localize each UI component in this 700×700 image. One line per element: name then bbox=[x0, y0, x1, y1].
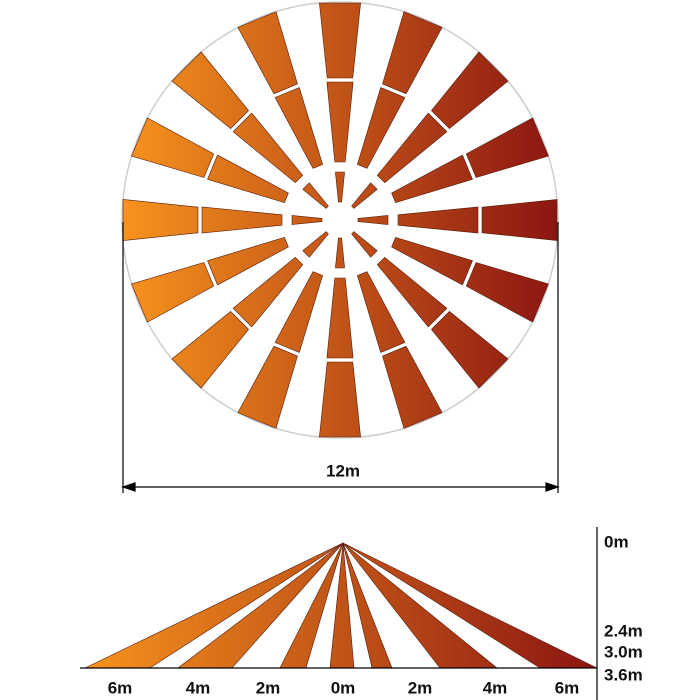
beam-segment bbox=[382, 345, 443, 429]
beam-segment bbox=[351, 182, 378, 209]
beam-segment bbox=[326, 277, 354, 359]
beam-segment bbox=[207, 154, 289, 203]
beam-segment bbox=[201, 206, 283, 234]
beam-segment bbox=[319, 2, 361, 79]
beam-segment bbox=[430, 51, 509, 130]
distance-label: 4m bbox=[186, 678, 211, 697]
beam-segment bbox=[131, 117, 215, 178]
beam-segment bbox=[237, 345, 298, 429]
height-label: 0m bbox=[604, 532, 629, 551]
beam-segment bbox=[274, 87, 323, 169]
beam-segment bbox=[481, 199, 558, 241]
side-labels: 6m 4m 2m 0m 2m 4m 6m 0m 2.4m 3.0m 3.6m bbox=[108, 532, 643, 697]
dimension bbox=[121, 222, 560, 493]
beam-segment bbox=[131, 262, 215, 323]
beam-segment bbox=[326, 81, 354, 163]
beam-segment bbox=[207, 237, 289, 286]
beam-segment bbox=[397, 206, 479, 234]
beam-segment bbox=[232, 112, 304, 184]
height-label: 3.0m bbox=[604, 642, 643, 661]
distance-label: 2m bbox=[408, 678, 433, 697]
side-axes bbox=[80, 527, 598, 700]
diameter-label: 12m bbox=[326, 461, 360, 480]
beam-segment bbox=[430, 310, 509, 389]
beam-segment bbox=[382, 11, 443, 95]
beam-segment bbox=[291, 215, 323, 225]
beam-segment bbox=[376, 112, 448, 184]
beam-segment bbox=[376, 256, 448, 328]
beam-segment bbox=[274, 271, 323, 353]
beam-segment bbox=[302, 231, 329, 258]
distance-label: 2m bbox=[256, 678, 281, 697]
beam-segment bbox=[357, 215, 389, 225]
beam-segment bbox=[391, 154, 473, 203]
distance-label: 0m bbox=[331, 678, 356, 697]
beam-segment bbox=[232, 256, 304, 328]
beam-segment bbox=[357, 271, 406, 353]
distance-label: 4m bbox=[483, 678, 508, 697]
height-label: 3.6m bbox=[604, 665, 643, 684]
beam-segment bbox=[335, 237, 345, 269]
beam-segment bbox=[171, 310, 250, 389]
beam-segment bbox=[465, 117, 549, 178]
side-beams bbox=[84, 542, 598, 669]
beam-segment bbox=[391, 237, 473, 286]
distance-label: 6m bbox=[555, 678, 580, 697]
beam-segment bbox=[302, 182, 329, 209]
beam-segment bbox=[351, 231, 378, 258]
beam-segment bbox=[122, 199, 199, 241]
coverage-circle bbox=[121, 1, 559, 439]
beam-segment bbox=[335, 171, 345, 203]
beam-segment bbox=[465, 262, 549, 323]
beam-segment bbox=[171, 51, 250, 130]
beam-segment bbox=[237, 11, 298, 95]
distance-label: 6m bbox=[108, 678, 133, 697]
beam-segment bbox=[357, 87, 406, 169]
height-label: 2.4m bbox=[604, 621, 643, 640]
top-beams bbox=[122, 2, 558, 438]
beam-segment bbox=[319, 361, 361, 438]
